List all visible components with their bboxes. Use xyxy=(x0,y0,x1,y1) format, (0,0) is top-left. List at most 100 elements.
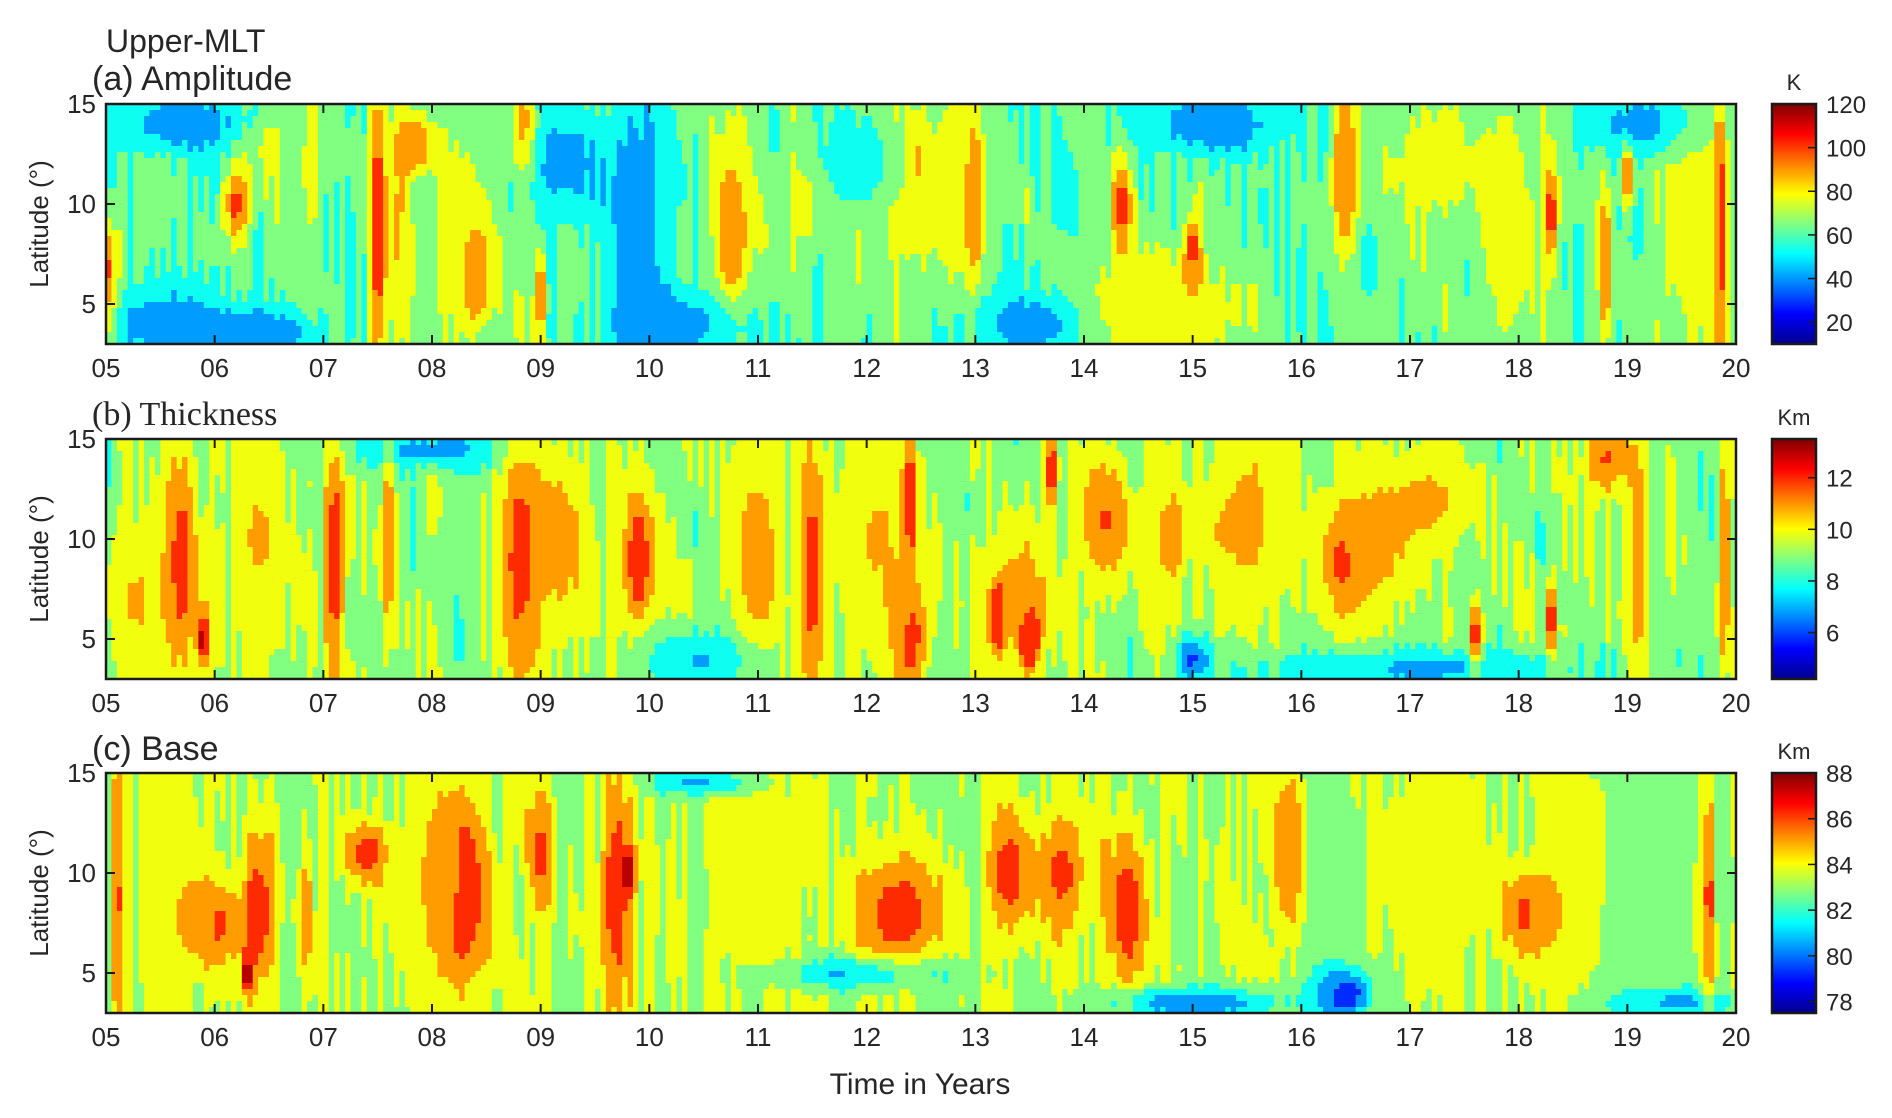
heatmap-cell xyxy=(1649,475,1666,482)
heatmap-cell xyxy=(187,254,194,261)
heatmap-cell xyxy=(1306,242,1335,249)
heatmap-cell xyxy=(1670,284,1677,291)
heatmap-cell xyxy=(1730,499,1737,506)
heatmap-cell xyxy=(1518,439,1525,446)
heatmap-cell xyxy=(1556,188,1563,195)
heatmap-cell xyxy=(410,439,417,446)
heatmap-cell xyxy=(1534,266,1541,273)
heatmap-cell xyxy=(198,463,210,470)
heatmap-cell xyxy=(1306,176,1319,183)
heatmap-cell xyxy=(600,302,618,309)
heatmap-cell xyxy=(361,104,368,111)
heatmap-cell xyxy=(1611,236,1628,243)
heatmap-cell xyxy=(290,499,297,506)
heatmap-cell xyxy=(1143,439,1167,446)
heatmap-cell xyxy=(404,338,411,345)
heatmap-cell xyxy=(209,278,221,285)
heatmap-cell xyxy=(1029,116,1042,123)
heatmap-cell xyxy=(1333,463,1471,470)
heatmap-cell xyxy=(529,122,536,129)
heatmap-cell xyxy=(323,248,330,255)
heatmap-cell xyxy=(1676,499,1699,506)
heatmap-cell xyxy=(584,104,591,111)
heatmap-cell xyxy=(1285,206,1292,213)
heatmap-cell xyxy=(1002,242,1014,249)
heatmap-cell xyxy=(1611,212,1618,219)
heatmap-cell xyxy=(1573,302,1585,309)
heatmap-cell xyxy=(969,134,976,141)
heatmap-cell xyxy=(366,170,373,177)
heatmap-cell xyxy=(1361,272,1378,279)
heatmap-cell xyxy=(1290,164,1302,171)
heatmap-cell xyxy=(1545,302,1574,309)
heatmap-cell xyxy=(1333,481,1411,488)
heatmap-cell xyxy=(1714,104,1726,111)
heatmap-cell xyxy=(1540,218,1547,225)
heatmap-cell xyxy=(1274,230,1281,237)
heatmap-cell xyxy=(404,469,411,476)
heatmap-cell xyxy=(1611,284,1666,291)
heatmap-cell xyxy=(1377,266,1422,273)
heatmap-cell xyxy=(328,236,335,243)
heatmap-cell xyxy=(692,188,699,195)
heatmap-cell xyxy=(1219,158,1226,165)
heatmap-cell xyxy=(437,242,466,249)
heatmap-cell xyxy=(1681,128,1715,135)
heatmap-cell xyxy=(209,445,227,452)
heatmap-cell xyxy=(1573,128,1612,135)
heatmap-cell xyxy=(899,493,906,500)
heatmap-cell xyxy=(1611,242,1634,249)
heatmap-cell xyxy=(1306,481,1313,488)
heatmap-cell xyxy=(383,188,390,195)
heatmap-cell xyxy=(366,128,373,135)
heatmap-cell xyxy=(1659,200,1666,207)
heatmap-cell xyxy=(1415,122,1422,129)
heatmap-cell xyxy=(1605,146,1623,153)
heatmap-cell xyxy=(1333,469,1487,476)
heatmap-cell xyxy=(464,254,487,261)
heatmap-cell xyxy=(1078,206,1112,213)
heatmap-cell xyxy=(861,116,873,123)
heatmap-cell xyxy=(285,481,292,488)
heatmap-cell xyxy=(1361,248,1378,255)
heatmap-cell xyxy=(643,116,650,123)
heatmap-cell xyxy=(410,499,417,506)
heatmap-cell xyxy=(1111,104,1118,111)
heatmap-cell xyxy=(1583,266,1596,273)
heatmap-cell xyxy=(1040,128,1052,135)
heatmap-cell xyxy=(600,296,618,303)
heatmap-cell xyxy=(415,254,439,261)
heatmap-cell xyxy=(345,242,357,249)
heatmap-cell xyxy=(953,314,966,321)
heatmap-cell xyxy=(595,194,602,201)
heatmap-cell xyxy=(692,170,699,177)
heatmap-cell xyxy=(866,332,873,339)
heatmap-cell xyxy=(502,272,536,279)
heatmap-cell xyxy=(383,176,390,183)
heatmap-cell xyxy=(1431,206,1444,213)
heatmap-cell xyxy=(964,332,976,339)
heatmap-cell xyxy=(1573,236,1585,243)
heatmap-cell xyxy=(247,296,265,303)
heatmap-cell xyxy=(241,128,265,135)
heatmap-cell xyxy=(1290,278,1297,285)
heatmap-cell xyxy=(1306,326,1319,333)
heatmap-cell xyxy=(611,314,710,321)
heatmap-cell xyxy=(366,224,373,231)
heatmap-cell xyxy=(410,475,417,482)
heatmap-cell xyxy=(111,457,123,464)
heatmap-cell xyxy=(1687,110,1715,117)
heatmap-cell xyxy=(1540,332,1547,339)
heatmap-cell xyxy=(747,122,770,129)
heatmap-cell xyxy=(839,469,900,476)
heatmap-cell xyxy=(133,242,172,249)
heatmap-cell xyxy=(279,152,303,159)
heatmap-cell xyxy=(355,505,362,512)
heatmap-cell xyxy=(296,487,324,494)
heatmap-cell xyxy=(301,158,319,165)
heatmap-cell xyxy=(1252,134,1292,141)
heatmap-cell xyxy=(980,224,987,231)
heatmap-cell xyxy=(301,152,319,159)
heatmap-cell xyxy=(171,290,178,297)
heatmap-cell xyxy=(698,224,710,231)
